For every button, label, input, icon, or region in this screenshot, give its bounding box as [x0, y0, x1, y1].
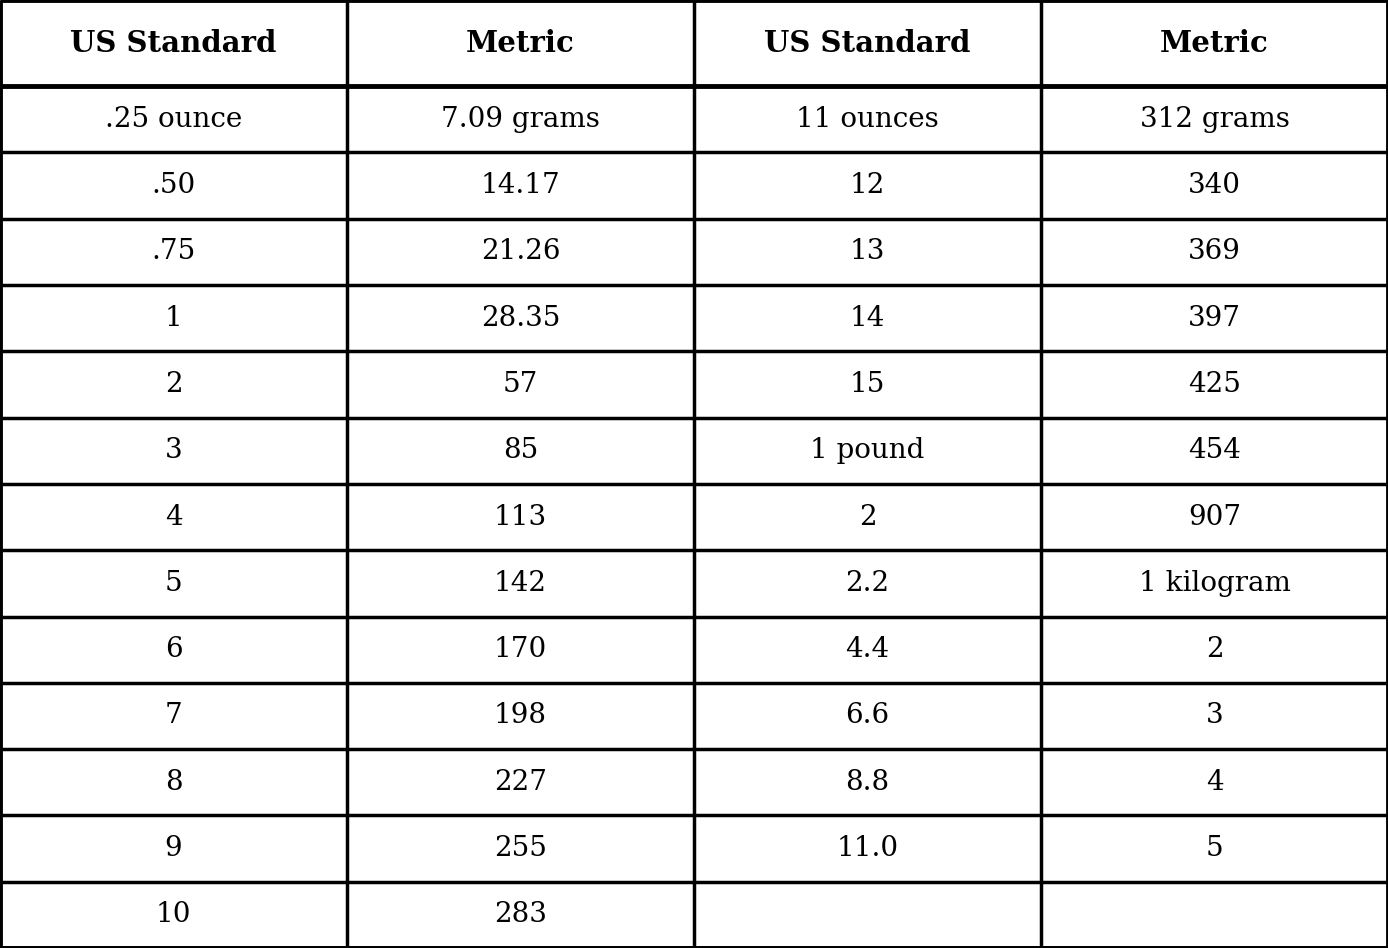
Text: US Standard: US Standard [765, 28, 970, 58]
Text: 198: 198 [494, 702, 547, 729]
Text: 5: 5 [165, 570, 182, 597]
Text: 369: 369 [1188, 238, 1241, 265]
Text: 11.0: 11.0 [837, 835, 898, 862]
Text: Metric: Metric [466, 28, 575, 58]
Text: 6: 6 [165, 636, 182, 664]
Text: 15: 15 [849, 371, 886, 398]
Text: 2: 2 [1206, 636, 1223, 664]
Text: 283: 283 [494, 902, 547, 928]
Text: 14: 14 [849, 304, 886, 332]
Text: 340: 340 [1188, 173, 1241, 199]
Text: 14.17: 14.17 [480, 173, 561, 199]
Text: 6.6: 6.6 [845, 702, 890, 729]
Text: 3: 3 [165, 437, 182, 465]
Text: 4.4: 4.4 [845, 636, 890, 664]
Text: 1 kilogram: 1 kilogram [1138, 570, 1291, 597]
Text: 7: 7 [165, 702, 182, 729]
Text: 21.26: 21.26 [480, 238, 561, 265]
Text: .25 ounce: .25 ounce [105, 106, 242, 133]
Text: 12: 12 [849, 173, 886, 199]
Text: 7.09 grams: 7.09 grams [441, 106, 600, 133]
Text: 425: 425 [1188, 371, 1241, 398]
Text: 11 ounces: 11 ounces [797, 106, 938, 133]
Text: 4: 4 [1206, 769, 1223, 795]
Text: .75: .75 [151, 238, 196, 265]
Text: 907: 907 [1188, 503, 1241, 531]
Text: 1: 1 [165, 304, 182, 332]
Text: 3: 3 [1206, 702, 1223, 729]
Text: 2.2: 2.2 [845, 570, 890, 597]
Text: 2: 2 [165, 371, 182, 398]
Text: 57: 57 [502, 371, 539, 398]
Text: 312 grams: 312 grams [1140, 106, 1289, 133]
Text: 8.8: 8.8 [845, 769, 890, 795]
Text: 227: 227 [494, 769, 547, 795]
Text: 2: 2 [859, 503, 876, 531]
Text: 1 pound: 1 pound [811, 437, 924, 465]
Text: 170: 170 [494, 636, 547, 664]
Text: 113: 113 [494, 503, 547, 531]
Text: 8: 8 [165, 769, 182, 795]
Text: 28.35: 28.35 [480, 304, 561, 332]
Text: .50: .50 [151, 173, 196, 199]
Text: US Standard: US Standard [71, 28, 276, 58]
Text: 255: 255 [494, 835, 547, 862]
Text: 4: 4 [165, 503, 182, 531]
Text: 13: 13 [849, 238, 886, 265]
Text: 9: 9 [165, 835, 182, 862]
Text: 10: 10 [155, 902, 192, 928]
Text: 454: 454 [1188, 437, 1241, 465]
Text: 142: 142 [494, 570, 547, 597]
Text: 85: 85 [502, 437, 539, 465]
Text: 5: 5 [1206, 835, 1223, 862]
Text: Metric: Metric [1160, 28, 1269, 58]
Text: 397: 397 [1188, 304, 1241, 332]
